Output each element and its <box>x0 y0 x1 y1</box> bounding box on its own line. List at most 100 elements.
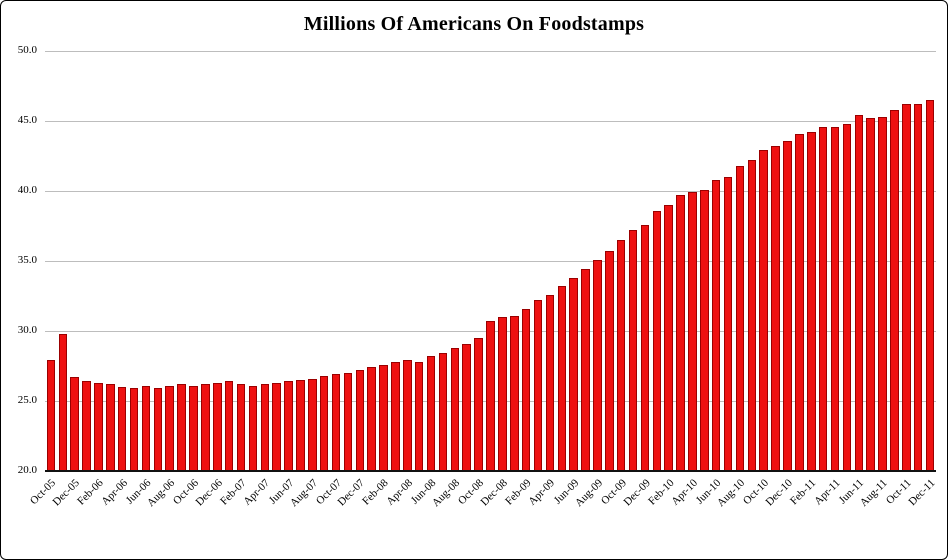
bar-Nov-08 <box>486 321 495 471</box>
bar-Aug-08 <box>450 347 460 471</box>
bar-Feb-09 <box>521 308 531 471</box>
bar-Nov-07 <box>343 373 353 471</box>
bar-Jan-08 <box>367 367 376 471</box>
bar-May-11 <box>842 123 852 471</box>
plot-area <box>45 51 936 472</box>
bar-Aug-10 <box>735 165 745 471</box>
bar-Feb-08 <box>379 364 388 471</box>
bar-Sep-11 <box>890 109 899 471</box>
bar-Mar-10 <box>676 195 685 471</box>
gridline <box>45 51 936 52</box>
y-axis-tick-label: 25.0 <box>17 394 37 406</box>
bar-Feb-07 <box>236 384 246 471</box>
bar-Jul-06 <box>153 388 163 471</box>
x-axis-tick-label: Apr-09 <box>526 477 558 508</box>
y-axis-tick-label: 35.0 <box>17 254 37 266</box>
x-axis-tick-label: Apr-06 <box>98 477 130 508</box>
y-axis: 20.0 25.0 30.0 35.0 40.0 45.0 50.0 <box>1 44 39 476</box>
bar-Apr-08 <box>403 360 412 471</box>
bar-Jun-07 <box>284 381 293 471</box>
bar-Oct-06 <box>189 385 198 471</box>
bar-Apr-10 <box>688 192 697 471</box>
x-axis-tick-label: Feb-10 <box>645 477 677 508</box>
x-axis-tick-label: Feb-06 <box>75 477 106 508</box>
bar-Aug-06 <box>165 385 174 471</box>
bar-May-08 <box>414 361 424 471</box>
bar-Dec-08 <box>498 317 507 471</box>
bar-Dec-05 <box>70 376 79 471</box>
bar-Dec-10 <box>783 140 792 471</box>
bar-Mar-07 <box>248 385 258 471</box>
bar-Mar-06 <box>106 384 115 471</box>
bar-Apr-09 <box>545 294 555 471</box>
bar-Nov-06 <box>201 384 210 471</box>
x-axis-tick-label: Apr-08 <box>384 477 415 508</box>
gridline <box>45 261 936 262</box>
y-axis-tick-label: 40.0 <box>17 184 37 196</box>
bar-Jul-10 <box>723 177 733 471</box>
bar-Jan-07 <box>224 381 234 471</box>
bar-Sep-09 <box>605 251 614 471</box>
bar-Nov-05 <box>58 333 68 471</box>
bar-Nov-11 <box>913 103 923 471</box>
bar-Nov-09 <box>628 230 638 471</box>
bar-Apr-07 <box>260 384 270 471</box>
gridline <box>45 121 936 122</box>
bar-Jul-11 <box>866 118 875 471</box>
bar-Mar-08 <box>391 361 400 471</box>
bar-Dec-09 <box>640 224 650 471</box>
x-axis-tick-label: Feb-11 <box>788 477 819 508</box>
bar-Oct-09 <box>616 240 626 471</box>
bar-Jul-09 <box>581 269 590 471</box>
bar-Sep-06 <box>177 384 186 471</box>
x-axis-tick-label: Feb-08 <box>360 477 392 508</box>
bar-May-10 <box>700 189 709 471</box>
bar-Jul-08 <box>438 353 448 471</box>
y-axis-tick-label: 50.0 <box>17 44 37 56</box>
bar-Jun-09 <box>569 277 578 471</box>
bar-Jun-11 <box>854 115 864 471</box>
bar-Dec-11 <box>925 100 935 471</box>
x-axis-tick-label: Apr-11 <box>811 477 843 508</box>
bar-May-09 <box>557 286 567 471</box>
bar-Jan-06 <box>82 381 91 471</box>
x-axis-tick-label: Apr-07 <box>241 477 273 508</box>
bar-May-07 <box>272 382 281 471</box>
x-axis: Oct-05 Dec-05 Feb-06 Apr-06 Jun-06 Aug-06 Oct-… <box>28 474 938 554</box>
bar-Aug-09 <box>593 259 602 471</box>
bar-Mar-11 <box>818 126 828 471</box>
gridline <box>45 191 936 192</box>
bar-Feb-11 <box>806 132 816 471</box>
bar-Aug-11 <box>878 116 887 471</box>
y-axis-tick-label: 45.0 <box>17 114 37 126</box>
bar-Dec-06 <box>212 382 222 471</box>
bar-Jun-08 <box>426 356 436 471</box>
bar-Jan-09 <box>509 315 519 471</box>
bar-Oct-11 <box>902 104 911 471</box>
bar-Oct-08 <box>474 338 483 471</box>
bar-Feb-10 <box>664 205 673 471</box>
bar-Jun-10 <box>711 179 721 471</box>
y-axis-tick-label: 20.0 <box>17 464 37 476</box>
x-axis-tick-label: Dec-11 <box>906 477 938 509</box>
chart-title: Millions Of Americans On Foodstamps <box>303 13 645 35</box>
bar-May-06 <box>129 388 139 471</box>
bar-Sep-08 <box>462 343 471 471</box>
bar-Apr-11 <box>830 126 840 471</box>
bar-Oct-05 <box>46 360 56 471</box>
bar-Dec-07 <box>355 370 365 471</box>
bar-Oct-10 <box>759 150 768 471</box>
bar-Jun-06 <box>141 385 151 471</box>
bar-Jul-07 <box>296 380 305 471</box>
bar-Jan-11 <box>795 133 804 471</box>
bar-Sep-10 <box>747 160 757 471</box>
bar-Nov-10 <box>771 146 780 471</box>
y-axis-tick-label: 30.0 <box>17 324 37 336</box>
bar-Jan-10 <box>652 210 662 471</box>
bar-Feb-06 <box>94 382 103 471</box>
bar-Aug-07 <box>308 378 317 471</box>
bar-Mar-09 <box>533 300 543 471</box>
x-axis-line <box>45 470 936 472</box>
bar-Apr-06 <box>117 387 127 471</box>
